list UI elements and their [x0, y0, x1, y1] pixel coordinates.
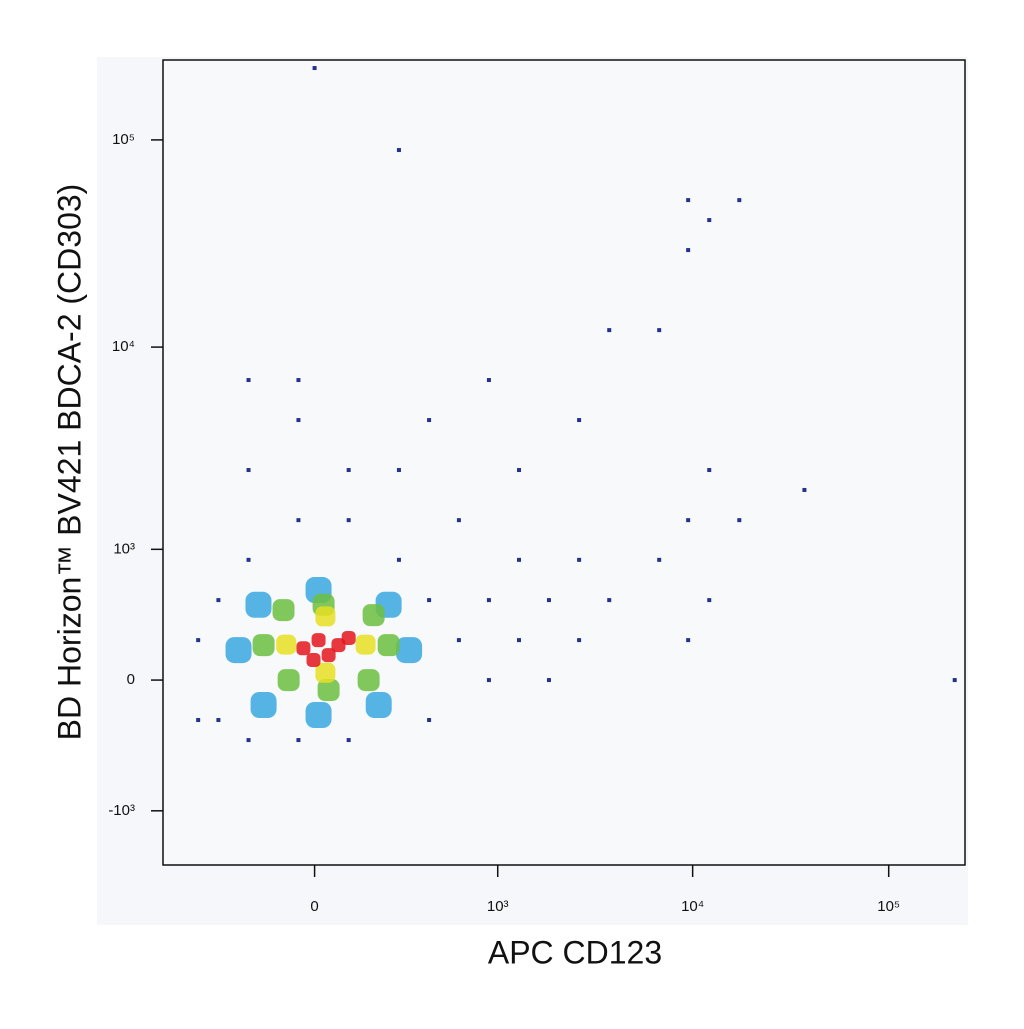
y-axis-label: BD Horizon™ BV421 BDCA-2 (CD303)	[51, 184, 87, 741]
event-point	[246, 468, 251, 473]
event-point	[276, 634, 297, 655]
event-point	[396, 148, 401, 153]
y-tick-label: 10⁴	[112, 338, 135, 355]
event-point	[246, 378, 251, 383]
event-point	[296, 378, 301, 383]
event-point	[546, 598, 551, 603]
event-point	[607, 328, 612, 333]
event-point	[272, 599, 295, 622]
event-point	[196, 718, 201, 723]
event-point	[686, 518, 691, 523]
event-point	[252, 634, 275, 657]
event-point	[737, 518, 742, 523]
y-tick-label: 10⁵	[112, 131, 135, 148]
event-point	[306, 653, 321, 668]
event-point	[802, 487, 807, 492]
event-point	[952, 678, 957, 683]
event-point	[486, 678, 491, 683]
event-point	[245, 591, 272, 618]
x-tick-label: 0	[310, 898, 318, 915]
event-point	[657, 557, 662, 562]
event-point	[486, 598, 491, 603]
event-point	[456, 518, 461, 523]
event-point	[427, 718, 432, 723]
event-point	[357, 669, 380, 692]
event-point	[737, 198, 742, 203]
event-point	[346, 738, 351, 743]
event-point	[427, 598, 432, 603]
event-point	[196, 638, 201, 643]
event-point	[246, 738, 251, 743]
event-point	[707, 218, 712, 223]
event-point	[305, 702, 332, 729]
event-point	[346, 468, 351, 473]
event-point	[315, 662, 336, 683]
event-point	[362, 604, 385, 627]
event-point	[296, 641, 311, 656]
plot-frame	[162, 59, 966, 866]
x-axis-label: APC CD123	[488, 934, 662, 970]
event-point	[312, 66, 317, 71]
event-point	[517, 468, 522, 473]
event-point	[317, 679, 340, 702]
event-point	[216, 598, 221, 603]
event-point	[546, 678, 551, 683]
event-point	[296, 738, 301, 743]
x-tick-label: 10³	[487, 898, 509, 915]
x-tick-label: 10⁵	[877, 898, 900, 915]
y-tick-label: 10³	[113, 540, 135, 557]
event-point	[396, 557, 401, 562]
event-point	[686, 198, 691, 203]
event-point	[355, 634, 376, 655]
event-point	[707, 598, 712, 603]
event-point	[686, 638, 691, 643]
event-point	[377, 634, 400, 657]
event-point	[577, 638, 582, 643]
event-point	[707, 468, 712, 473]
event-point	[396, 468, 401, 473]
event-point	[517, 638, 522, 643]
event-point	[250, 692, 277, 719]
event-point	[686, 248, 691, 253]
x-tick-label: 10⁴	[681, 898, 704, 915]
event-point	[296, 518, 301, 523]
event-point	[657, 328, 662, 333]
event-point	[365, 692, 392, 719]
event-point	[607, 598, 612, 603]
event-point	[296, 418, 301, 423]
event-point	[456, 638, 461, 643]
event-point	[341, 630, 356, 645]
event-point	[346, 518, 351, 523]
event-point	[246, 557, 251, 562]
event-point	[216, 718, 221, 723]
event-point	[311, 633, 326, 648]
event-point	[577, 418, 582, 423]
event-point	[577, 557, 582, 562]
event-point	[396, 637, 423, 664]
y-tick-label: 0	[127, 671, 135, 688]
event-point	[315, 606, 336, 627]
event-point	[225, 637, 252, 664]
event-point	[517, 557, 522, 562]
event-point	[427, 418, 432, 423]
y-tick-label: -10³	[108, 802, 135, 819]
event-point	[486, 378, 491, 383]
event-point	[277, 669, 300, 692]
event-point	[321, 648, 336, 663]
